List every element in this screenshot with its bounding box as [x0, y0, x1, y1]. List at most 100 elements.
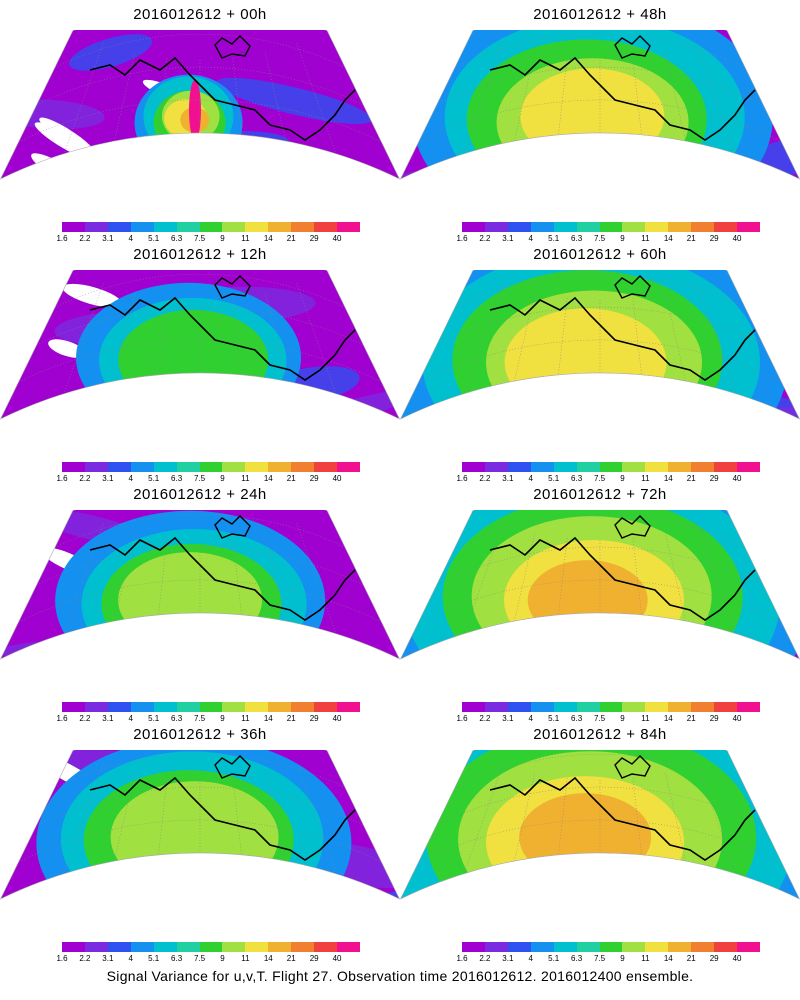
variance-field: [400, 270, 800, 419]
coastline-islands: [214, 275, 251, 299]
colorbar-cell: [337, 462, 360, 472]
colorbar: [462, 702, 760, 712]
colorbar-cell: [737, 942, 760, 952]
colorbar-label: 11: [241, 474, 250, 483]
colorbar-cell: [130, 702, 154, 712]
colorbar-label: 3.1: [102, 954, 114, 963]
colorbar-cell: [668, 222, 692, 232]
colorbar-label: 5.1: [548, 954, 560, 963]
colorbar-cell: [668, 462, 692, 472]
colorbar-labels: 1.6 2.2 3.1 4 5.1 6.3 7.5 9 11 14 21 29 40: [52, 474, 364, 484]
colorbar-cell: [130, 462, 154, 472]
colorbar-label: 21: [686, 954, 696, 963]
colorbar-label: 9: [620, 474, 625, 483]
colorbar-cell: [268, 462, 292, 472]
variance-field: [0, 510, 400, 659]
colorbar-label: 4: [528, 954, 533, 963]
colorbar-label: 21: [286, 474, 296, 483]
colorbar-cell: [222, 222, 246, 232]
coastline: [489, 536, 756, 621]
colorbar-cell: [176, 462, 200, 472]
colorbar-cell: [268, 702, 292, 712]
colorbar-label: 3.1: [102, 714, 114, 723]
colorbar-cell: [222, 462, 246, 472]
graticule: [18, 513, 382, 659]
colorbar-cell: [691, 942, 715, 952]
panel-title: 2016012612 + 00h: [133, 6, 267, 23]
colorbar-cell: [484, 222, 508, 232]
colorbar-label: 2.2: [79, 234, 91, 243]
colorbar-cell: [576, 462, 600, 472]
colorbar-label: 3.1: [502, 234, 514, 243]
colorbar-label: 2.2: [79, 714, 91, 723]
colorbar-cell: [62, 702, 85, 712]
colorbar-cell: [199, 942, 223, 952]
map-panel: 2016012612 + 48h 1.6 2.2 3.1 4 5.1 6.3 7.5 9 11 14…: [400, 0, 800, 243]
map-panel: 2016012612 + 00h 1.6 2.2 3.1 4 5.1 6.3 7.5 9 11 14…: [0, 0, 400, 243]
colorbar-label: 40: [732, 234, 742, 243]
colorbar-cell: [622, 702, 646, 712]
coastline-islands: [614, 35, 651, 59]
colorbar-cell: [291, 942, 315, 952]
colorbar-label: 9: [220, 474, 225, 483]
variance-field: [400, 30, 800, 179]
colorbar-cell: [737, 702, 760, 712]
colorbar: [462, 942, 760, 952]
colorbar-cell: [84, 462, 108, 472]
panel-title: 2016012612 + 36h: [133, 726, 267, 743]
colorbar-label: 29: [709, 474, 719, 483]
colorbar-label: 40: [732, 474, 742, 483]
colorbar-label: 5.1: [148, 714, 160, 723]
colorbar-label: 4: [528, 234, 533, 243]
colorbar-label: 14: [263, 714, 273, 723]
colorbar: [62, 222, 360, 232]
colorbar-cell: [668, 702, 692, 712]
colorbar-cell: [530, 462, 554, 472]
colorbar-cell: [714, 462, 738, 472]
colorbar: [462, 222, 760, 232]
colorbar-label: 6.3: [571, 474, 583, 483]
colorbar-label: 6.3: [171, 234, 183, 243]
colorbar-label: 5.1: [148, 234, 160, 243]
colorbar-label: 21: [286, 234, 296, 243]
colorbar-cell: [599, 942, 623, 952]
colorbar-label: 29: [309, 954, 319, 963]
colorbar-cell: [576, 942, 600, 952]
colorbar-cell: [691, 702, 715, 712]
colorbar-cell: [84, 702, 108, 712]
colorbar-cell: [507, 702, 531, 712]
colorbar-cell: [222, 942, 246, 952]
colorbar-cell: [553, 702, 577, 712]
panel-title: 2016012612 + 84h: [533, 726, 667, 743]
colorbar-label: 3.1: [502, 954, 514, 963]
colorbar-cell: [176, 222, 200, 232]
colorbar-cell: [576, 222, 600, 232]
colorbar-label: 7.5: [193, 234, 206, 243]
colorbar-label: 14: [663, 714, 673, 723]
colorbar-cell: [62, 942, 85, 952]
map-plot: [0, 510, 400, 660]
colorbar-cell: [484, 462, 508, 472]
colorbar-cell: [337, 702, 360, 712]
colorbar-cell: [462, 462, 485, 472]
colorbar-cell: [645, 702, 669, 712]
map-panel: 2016012612 + 12h 1.6 2.2 3.1 4 5.1 6.3 7.5 9 11 14…: [0, 240, 400, 483]
colorbar-cell: [645, 942, 669, 952]
colorbar-cell: [599, 462, 623, 472]
colorbar-label: 2.2: [479, 714, 491, 723]
coastline-islands: [214, 35, 251, 59]
colorbar-cell: [245, 702, 269, 712]
colorbar-label: 2.2: [479, 954, 491, 963]
colorbar-label: 3.1: [502, 474, 514, 483]
coastline-islands: [614, 515, 651, 539]
colorbar-label: 21: [286, 954, 296, 963]
map-panel: 2016012612 + 36h 1.6 2.2 3.1 4 5.1 6.3 7.5 9 11 14…: [0, 720, 400, 963]
colorbar-label: 29: [709, 234, 719, 243]
colorbar-label: 5.1: [548, 234, 560, 243]
colorbar-label: 14: [263, 474, 273, 483]
colorbar-cell: [62, 462, 85, 472]
colorbar-cell: [714, 222, 738, 232]
colorbar-label: 9: [620, 954, 625, 963]
colorbar-cell: [153, 702, 177, 712]
colorbar-cell: [714, 702, 738, 712]
